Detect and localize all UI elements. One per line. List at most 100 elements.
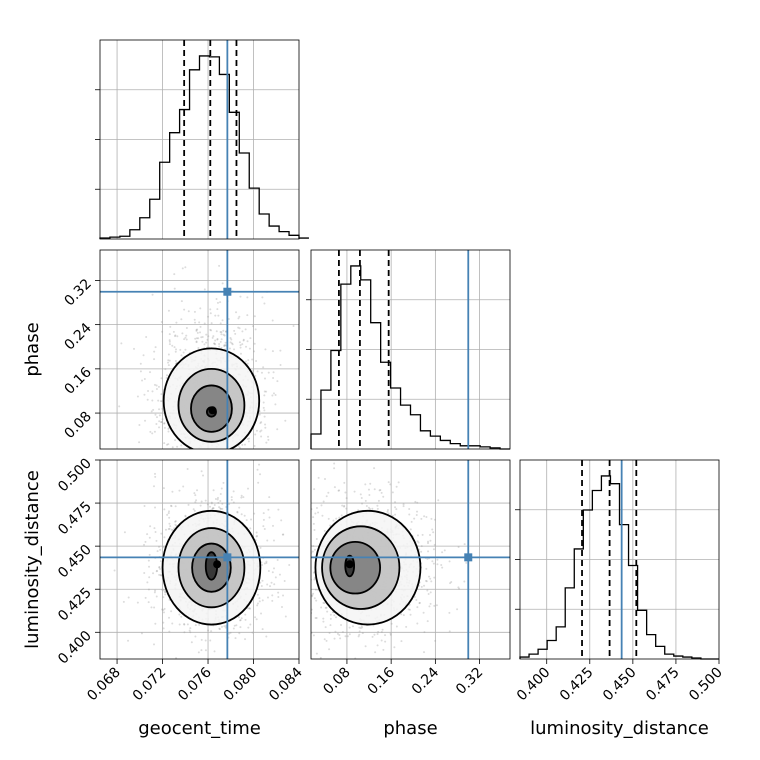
sample-point [229,631,232,634]
sample-point [239,295,242,298]
sample-point [258,463,261,466]
sample-point [184,336,187,339]
sample-point [170,504,173,507]
sample-point [259,422,262,425]
sample-point [146,398,149,401]
sample-point [260,435,263,438]
sample-point [344,635,347,638]
sample-point [197,346,200,349]
sample-point [161,400,164,403]
sample-point [361,502,364,505]
sample-point [414,500,417,503]
sample-point [226,453,228,455]
sample-point [288,611,290,613]
sample-point [236,511,239,514]
sample-point [209,328,212,331]
sample-point [312,516,315,519]
sample-point [258,597,261,600]
sample-point [266,583,269,586]
sample-point [230,498,233,501]
sample-point [220,487,223,490]
sample-point [423,515,426,518]
sample-point [171,344,174,347]
sample-point [263,528,266,531]
sample-point [209,639,212,642]
sample-point [203,288,206,291]
sample-point [261,599,264,602]
sample-point [174,359,177,362]
sample-point [195,456,197,458]
sample-point [201,336,204,339]
sample-point [133,347,136,350]
sample-point [423,631,426,634]
sample-point [174,350,177,353]
sample-point [163,442,166,445]
sample-point [200,500,203,503]
sample-point [256,534,259,537]
sample-point [389,633,392,636]
sample-point [307,574,309,576]
density-fill [330,541,381,594]
sample-point [213,650,216,653]
sample-point [427,540,430,543]
sample-point [219,471,221,473]
sample-point [323,529,326,532]
sample-point [315,599,318,602]
sample-point [333,462,336,465]
sample-point [254,616,257,619]
sample-point [312,522,315,525]
sample-point [277,508,280,511]
sample-point [228,503,231,506]
sample-point [154,530,157,533]
sample-point [274,393,277,396]
sample-point [234,637,237,640]
sample-point [266,539,269,542]
sample-point [338,516,341,519]
sample-point [301,643,303,645]
sample-point [303,562,305,564]
sample-point [143,378,146,381]
sample-point [333,637,336,640]
sample-point [199,454,201,456]
sample-point [218,345,221,348]
x-tick-label: 0.08 [320,665,353,698]
sample-point [325,495,328,498]
sample-point [463,580,466,583]
sample-point [427,542,430,545]
sample-point [168,616,171,619]
sample-point [174,520,177,523]
truth-marker [223,287,232,296]
sample-point [279,363,282,366]
sample-point [214,455,216,457]
sample-point [345,507,348,510]
sample-point [305,594,307,596]
sample-point [162,627,165,630]
sample-point [364,499,367,502]
sample-point [177,449,179,451]
sample-point [394,513,397,516]
sample-point [162,621,165,624]
sample-point [303,580,305,582]
sample-point [216,338,219,341]
sample-point [162,546,165,549]
sample-point [254,374,257,377]
sample-point [168,510,171,513]
sample-point [457,546,460,549]
sample-point [231,343,234,346]
sample-point [220,333,223,336]
sample-point [374,651,377,654]
sample-point [428,534,431,537]
sample-point [308,548,310,550]
sample-point [189,627,192,630]
sample-point [151,390,154,393]
sample-point [319,656,322,659]
sample-point [210,501,213,504]
sample-point [423,651,426,654]
sample-point [329,624,332,627]
sample-point [237,317,240,320]
sample-point [118,405,121,408]
sample-point [241,343,244,346]
y-tick-label: 0.450 [55,542,95,582]
sample-point [431,560,434,563]
sample-point [152,485,155,488]
